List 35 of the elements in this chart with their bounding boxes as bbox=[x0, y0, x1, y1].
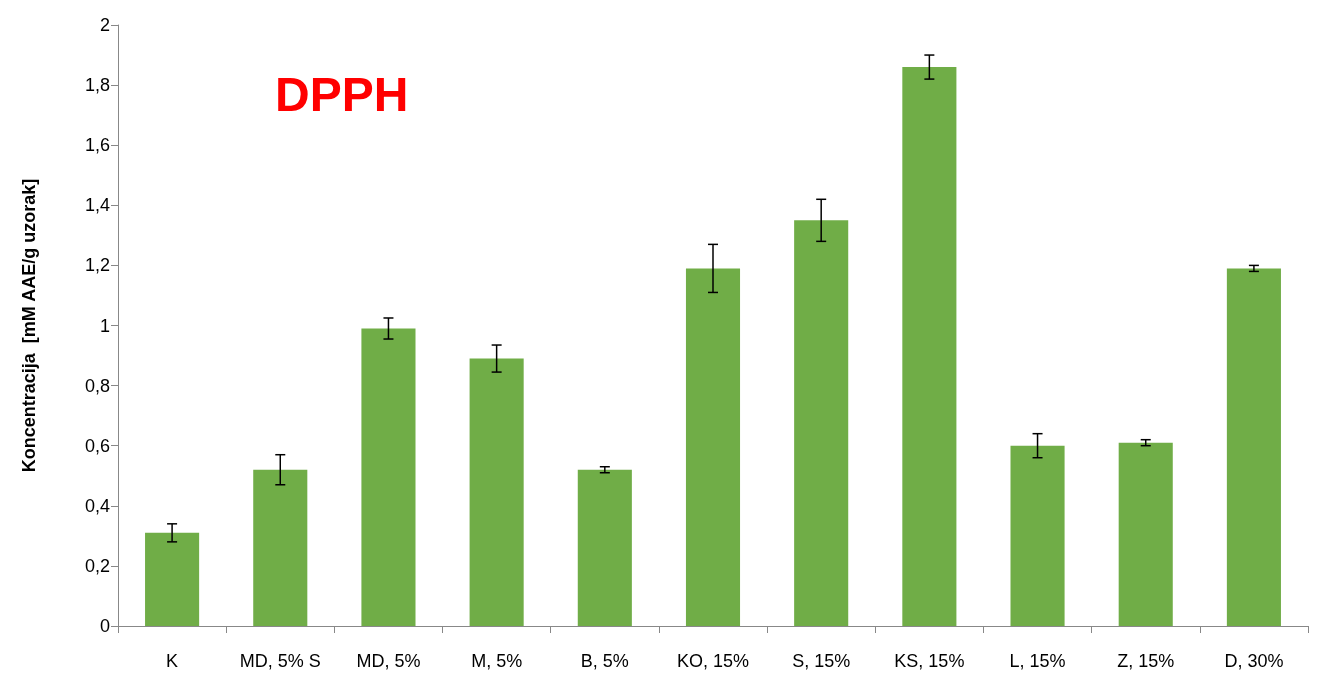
x-tick-label: Z, 15% bbox=[1117, 651, 1175, 671]
bar bbox=[1118, 442, 1173, 626]
bar bbox=[361, 328, 416, 626]
y-tick-label: 1,4 bbox=[84, 195, 110, 216]
x-tick-label: B, 5% bbox=[580, 651, 629, 671]
bar bbox=[794, 220, 849, 626]
y-tick-label: 0 bbox=[99, 616, 110, 636]
bar bbox=[145, 532, 200, 626]
bar bbox=[902, 67, 957, 626]
bar bbox=[1010, 445, 1065, 626]
y-axis-title: Koncentracija [mM AAE/g uzorak] bbox=[19, 178, 39, 473]
x-tick-label: M, 5% bbox=[471, 651, 523, 671]
y-tick-label: 1,8 bbox=[84, 75, 110, 96]
x-tick-label: D, 30% bbox=[1224, 651, 1284, 671]
x-tick-label: MD, 5% S bbox=[239, 651, 321, 671]
x-tick-label: MD, 5% bbox=[356, 651, 421, 671]
bar bbox=[1226, 268, 1281, 626]
x-tick-label: KS, 15% bbox=[894, 651, 965, 671]
x-tick-label: L, 15% bbox=[1009, 651, 1066, 671]
x-tick-label: S, 15% bbox=[792, 651, 851, 671]
y-tick-label: 1,6 bbox=[84, 135, 110, 156]
y-tick-label: 0,8 bbox=[84, 375, 110, 396]
bar bbox=[685, 268, 741, 626]
x-tick-label: KO, 15% bbox=[676, 651, 750, 671]
y-tick-label: 0,2 bbox=[84, 555, 110, 576]
y-tick-label: 0,4 bbox=[84, 495, 110, 516]
x-tick-label: K bbox=[166, 651, 179, 671]
bar bbox=[577, 469, 632, 626]
bar bbox=[469, 358, 524, 626]
y-tick-label: 1,2 bbox=[84, 255, 110, 276]
y-tick-label: 0,6 bbox=[84, 435, 110, 456]
y-tick-label: 2 bbox=[99, 15, 110, 35]
text: DPPH bbox=[275, 67, 409, 121]
bar bbox=[253, 469, 308, 626]
y-tick-label: 1 bbox=[99, 315, 110, 336]
